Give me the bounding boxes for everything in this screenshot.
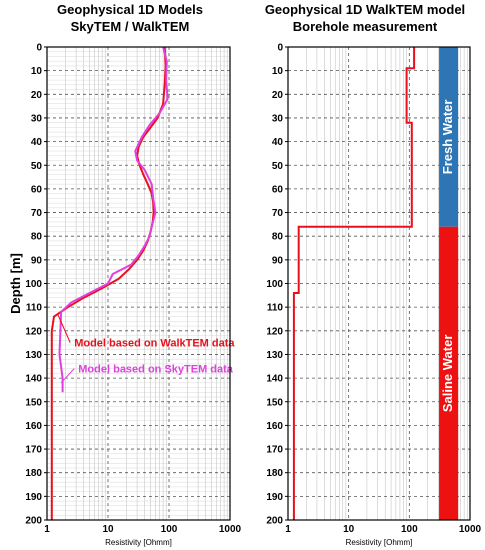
y-tick-label: 40 [272, 137, 284, 148]
annotation: Model based on SkyTEM data [60, 364, 234, 384]
y-tick-label: 80 [31, 232, 43, 243]
y-tick-label: 160 [25, 421, 42, 432]
borehole-band [439, 47, 459, 227]
x-tick-label: 1000 [219, 524, 242, 535]
y-tick-label: 200 [25, 516, 42, 527]
y-tick-label: 0 [36, 43, 42, 54]
y-tick-label: 50 [31, 161, 43, 172]
y-tick-label: 170 [25, 445, 42, 456]
borehole-saline-water: Saline Water [439, 226, 459, 521]
y-tick-label: 30 [31, 113, 43, 124]
chart-title-line: Borehole measurement [293, 19, 438, 34]
y-tick-label: 150 [266, 397, 283, 408]
chart-title-line: Geophysical 1D WalkTEM model [265, 2, 465, 17]
y-tick-label: 70 [31, 208, 43, 219]
chart-title-line: Geophysical 1D Models [57, 2, 203, 17]
borehole-label: Fresh Water [440, 100, 455, 175]
y-tick-label: 200 [266, 516, 283, 527]
x-tick-label: 1 [285, 524, 291, 535]
annotation-text: Model based on WalkTEM data [74, 338, 235, 350]
chart-panel-1: Geophysical 1D Models SkyTEM / WalkTEM Mod… [8, 2, 242, 547]
y-tick-label: 60 [31, 184, 43, 195]
x-axis-label: Resistivity [Ohmm] [346, 538, 413, 547]
x-tick-label: 100 [161, 524, 178, 535]
y-tick-label: 140 [266, 374, 283, 385]
y-tick-label: 90 [31, 255, 43, 266]
y-tick-label: 170 [266, 445, 283, 456]
y-tick-label: 60 [272, 184, 284, 195]
y-tick-label: 160 [266, 421, 283, 432]
y-tick-label: 180 [25, 468, 42, 479]
x-tick-label: 100 [401, 524, 418, 535]
annotation-leader [60, 368, 75, 384]
y-tick-label: 30 [272, 113, 284, 124]
y-tick-label: 190 [25, 492, 42, 503]
y-tick-label: 20 [31, 90, 43, 101]
x-axis-label: Resistivity [Ohmm] [105, 538, 172, 547]
y-tick-label: 130 [25, 350, 42, 361]
annotation-text: Model based on SkyTEM data [78, 364, 234, 376]
x-tick-label: 10 [343, 524, 355, 535]
y-tick-label: 20 [272, 90, 284, 101]
y-tick-label: 90 [272, 255, 284, 266]
chart-title-line: SkyTEM / WalkTEM [71, 19, 190, 34]
y-tick-label: 140 [25, 374, 42, 385]
borehole-band [439, 226, 459, 521]
borehole-fresh-water: Fresh Water [439, 47, 459, 227]
y-tick-label: 180 [266, 468, 283, 479]
annotation-leader [57, 314, 71, 343]
y-tick-label: 10 [31, 66, 43, 77]
series-line-1 [50, 46, 167, 520]
y-tick-label: 190 [266, 492, 283, 503]
y-tick-label: 80 [272, 232, 284, 243]
y-tick-label: 40 [31, 137, 43, 148]
y-tick-label: 100 [266, 279, 283, 290]
y-tick-label: 70 [272, 208, 284, 219]
grid [47, 47, 230, 520]
annotation: Model based on WalkTEM data [57, 314, 235, 350]
series-line-2 [58, 46, 169, 393]
y-tick-label: 130 [266, 350, 283, 361]
y-tick-label: 110 [267, 303, 284, 314]
y-tick-label: 120 [25, 326, 42, 337]
borehole-label: Saline Water [440, 335, 455, 413]
y-tick-label: 100 [25, 279, 42, 290]
x-tick-label: 10 [102, 524, 114, 535]
y-tick-label: 110 [26, 303, 43, 314]
series-line-1 [292, 47, 416, 520]
y-tick-label: 150 [25, 397, 42, 408]
y-tick-label: 10 [272, 66, 284, 77]
y-tick-label: 50 [272, 161, 284, 172]
x-tick-label: 1000 [459, 524, 482, 535]
x-tick-label: 1 [44, 524, 50, 535]
y-tick-label: 120 [266, 326, 283, 337]
chart-panel-2: Geophysical 1D WalkTEM model Borehole mea… [265, 2, 482, 547]
y-tick-label: 0 [277, 43, 283, 54]
y-axis-label: Depth [m] [8, 253, 23, 314]
